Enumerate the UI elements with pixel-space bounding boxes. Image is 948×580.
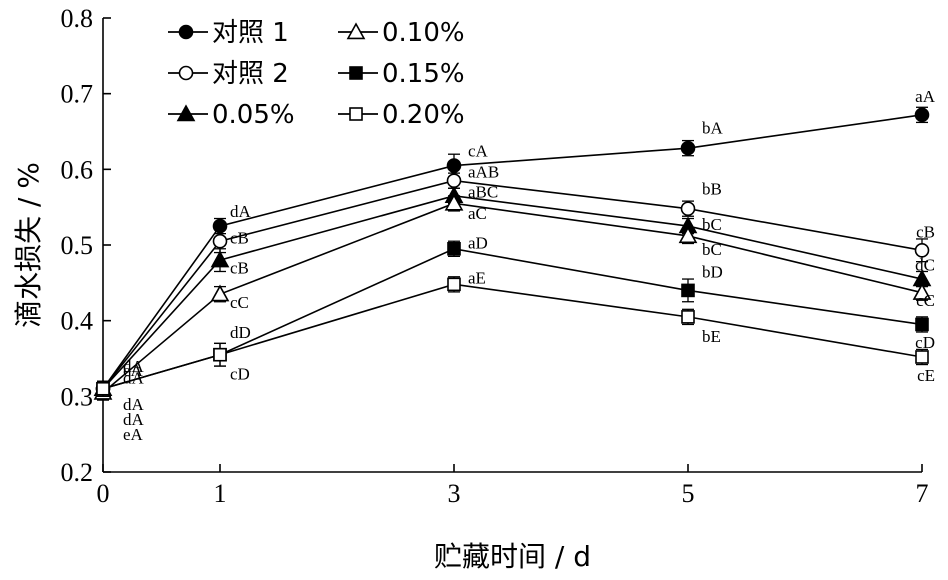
significance-label: cB (916, 222, 935, 241)
significance-label: bC (702, 215, 722, 234)
x-tick-label: 0 (97, 479, 110, 508)
significance-label: dA (230, 202, 252, 221)
data-point (680, 140, 696, 156)
legend-label: 0.20% (382, 100, 465, 130)
legend-item: 0.05% (168, 100, 295, 130)
y-tick-label: 0.2 (61, 458, 94, 487)
data-point (678, 226, 698, 244)
y-tick-label: 0.5 (61, 231, 94, 260)
significance-label: aBC (468, 182, 498, 201)
significance-label: cB (230, 259, 249, 278)
y-tick-label: 0.4 (61, 307, 94, 336)
significance-label: dA (123, 395, 145, 414)
data-point (96, 381, 110, 396)
legend-label: 0.10% (382, 18, 465, 48)
significance-label: aAB (468, 163, 499, 182)
legend-item: 0.15% (338, 59, 465, 89)
legend-item: 对照 1 (168, 18, 289, 48)
data-point (912, 283, 932, 300)
data-point (210, 250, 230, 268)
legend-label: 对照 1 (212, 18, 289, 48)
legend-marker (176, 104, 196, 122)
significance-label: bC (702, 240, 722, 259)
significance-label: bD (702, 262, 723, 281)
significance-label: bA (702, 119, 724, 138)
significance-label: eA (123, 361, 144, 380)
y-tick-label: 0.8 (61, 4, 94, 33)
significance-label: cE (917, 366, 935, 385)
series-6 (96, 276, 929, 397)
data-point (681, 283, 695, 298)
data-point (213, 347, 227, 362)
significance-label: dA (123, 368, 145, 387)
data-point (446, 158, 462, 173)
significance-label: dA (123, 357, 145, 376)
legend-item: 0.20% (338, 100, 465, 130)
x-tick-label: 1 (214, 479, 227, 508)
y-tick-label: 0.6 (61, 155, 94, 184)
y-axis-title: 滴水损失 / % (12, 162, 45, 328)
series-line (102, 247, 923, 390)
x-tick-label: 7 (916, 479, 929, 508)
legend-marker (346, 22, 366, 40)
legend-label: 0.05% (212, 100, 295, 130)
legend-marker (349, 107, 363, 121)
data-point (915, 317, 929, 332)
significance-label: cD (230, 365, 250, 384)
data-point (444, 193, 464, 211)
legend-label: 0.15% (382, 59, 465, 89)
data-point (914, 242, 930, 258)
significance-label: aE (468, 269, 486, 288)
y-tick-label: 0.3 (61, 382, 94, 411)
x-tick-label: 5 (682, 479, 695, 508)
data-point (681, 310, 695, 324)
data-point (446, 173, 462, 188)
legend-marker (178, 24, 194, 40)
series-1 (95, 106, 930, 397)
data-point (680, 201, 696, 216)
significance-label: dC (915, 256, 935, 275)
legend-item: 0.10% (338, 18, 465, 48)
significance-label: aD (468, 234, 488, 253)
significance-label: dA (123, 410, 145, 429)
significance-label: cD (915, 333, 935, 352)
legend-marker (349, 66, 363, 80)
significance-label: eA (123, 425, 144, 444)
significance-label: cA (468, 141, 489, 160)
significance-label: cC (230, 293, 249, 312)
x-tick-label: 3 (448, 479, 461, 508)
data-point (210, 284, 230, 302)
significance-label: bB (702, 179, 722, 198)
significance-label: aC (468, 204, 487, 223)
significance-label: dD (230, 323, 251, 342)
data-point (212, 233, 228, 249)
data-point (915, 350, 929, 364)
data-point (447, 241, 461, 256)
significance-label: aA (915, 87, 936, 106)
significance-label: cB (230, 228, 249, 247)
legend-label: 对照 2 (212, 59, 289, 89)
significance-label: cC (916, 291, 935, 310)
legend-item: 对照 2 (168, 59, 289, 89)
data-point (914, 107, 930, 123)
series-2 (95, 172, 930, 397)
y-tick-label: 0.7 (61, 80, 94, 109)
x-axis-title: 贮藏时间 / d (434, 540, 591, 573)
legend-marker (178, 65, 194, 81)
significance-label: bE (702, 327, 721, 346)
data-point (447, 277, 461, 292)
